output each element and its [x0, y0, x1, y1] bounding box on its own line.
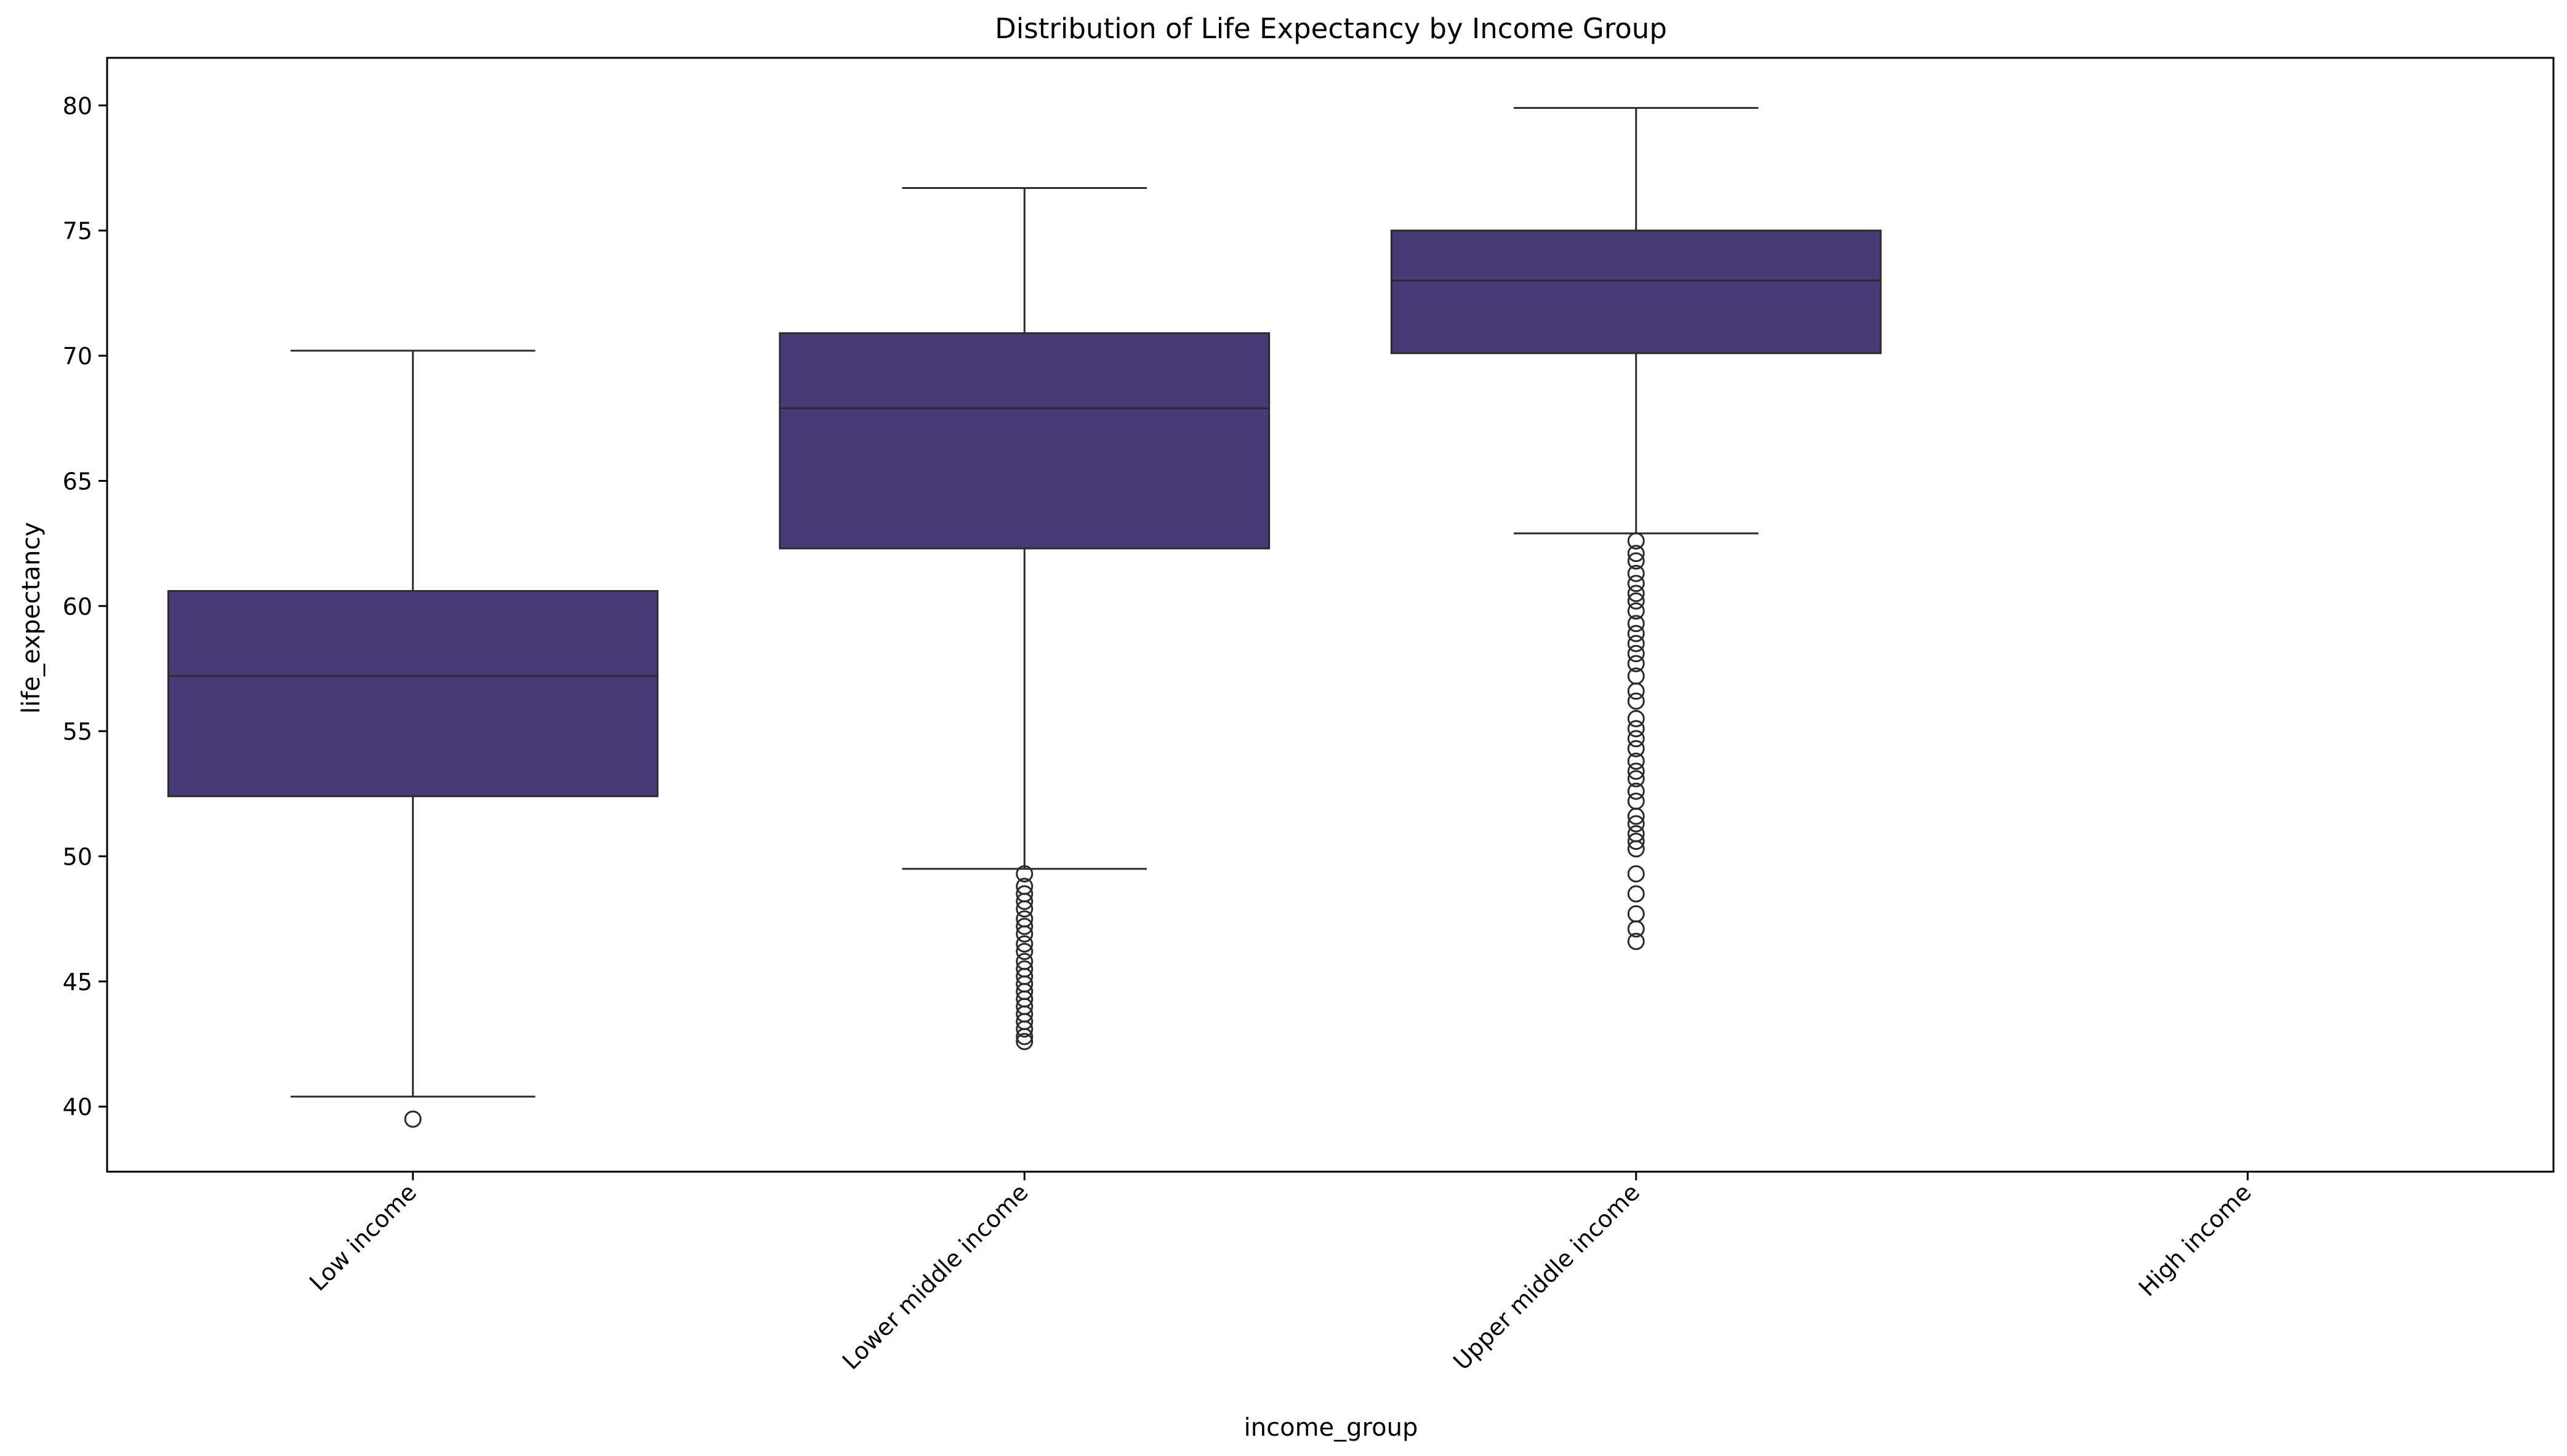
outlier-point: [404, 1110, 422, 1128]
y-tick-label: 55: [63, 718, 92, 745]
outlier-point: [1627, 545, 1645, 562]
outlier-point: [1627, 585, 1645, 602]
outlier-point: [1627, 752, 1645, 770]
plot-area: 40 45 50 55 60 65 70 75 80 Low income Lower middle…: [63, 57, 2555, 1375]
box-lower-middle-income: [779, 332, 1271, 550]
box-upper-middle-income: [1390, 230, 1882, 354]
outlier-point: [1016, 925, 1034, 943]
outlier-point: [1627, 602, 1645, 620]
outlier-point: [1627, 532, 1645, 550]
outlier-point: [1627, 575, 1645, 593]
outlier-point: [1627, 634, 1645, 652]
y-tick-label: 50: [63, 844, 92, 871]
outlier-point: [1627, 625, 1645, 642]
y-tick-label: 75: [63, 218, 92, 245]
outlier-point: [1627, 592, 1645, 610]
outlier-point: [1016, 900, 1034, 918]
outlier-point: [1627, 905, 1645, 923]
outlier-point: [1627, 740, 1645, 758]
outlier-point: [1627, 770, 1645, 788]
outlier-point: [1627, 885, 1645, 903]
outlier-point: [1016, 1033, 1034, 1050]
y-tick-label: 65: [63, 468, 92, 495]
outlier-point: [1627, 840, 1645, 858]
box-low-income: [167, 590, 659, 798]
outlier-point: [1627, 833, 1645, 850]
outlier-point: [1016, 918, 1034, 935]
outlier-point: [1627, 615, 1645, 633]
y-tick-label: 80: [63, 92, 92, 119]
x-tick-label: Upper middle income: [1448, 1178, 1645, 1375]
outlier-point: [1627, 710, 1645, 727]
y-tick-label: 60: [63, 593, 92, 620]
x-axis-label: income_group: [1244, 1414, 1418, 1442]
outlier-point: [1627, 932, 1645, 950]
outlier-point: [1627, 552, 1645, 570]
outlier-point: [1627, 762, 1645, 780]
outlier-point: [1627, 645, 1645, 663]
outlier-point: [1627, 815, 1645, 833]
outlier-point: [1627, 730, 1645, 748]
outlier-point: [1627, 865, 1645, 882]
x-tick-label: High income: [2134, 1178, 2257, 1302]
y-axis-label: life_expectancy: [17, 522, 46, 714]
outlier-point: [1627, 720, 1645, 738]
y-tick-label: 45: [63, 969, 92, 996]
y-tick-label: 40: [63, 1094, 92, 1121]
y-tick-label: 70: [63, 343, 92, 370]
outlier-point: [1627, 692, 1645, 710]
outlier-point: [1627, 782, 1645, 800]
outlier-point: [1016, 1020, 1034, 1038]
outlier-point: [1016, 865, 1034, 882]
plot-frame: [106, 57, 2555, 1173]
outlier-point: [1016, 943, 1034, 961]
chart-title: Distribution of Life Expectancy by Incom…: [995, 12, 1667, 45]
x-tick-label: Low income: [304, 1178, 422, 1296]
outlier-point: [1627, 564, 1645, 582]
outlier-point: [1627, 807, 1645, 825]
outlier-point: [1016, 1028, 1034, 1046]
outlier-point: [1016, 935, 1034, 953]
outlier-point: [1627, 655, 1645, 673]
outlier-point: [1627, 920, 1645, 938]
outlier-point: [1627, 682, 1645, 700]
x-tick-label: Lower middle income: [837, 1178, 1034, 1375]
outlier-point: [1016, 892, 1034, 910]
outlier-point: [1627, 793, 1645, 810]
